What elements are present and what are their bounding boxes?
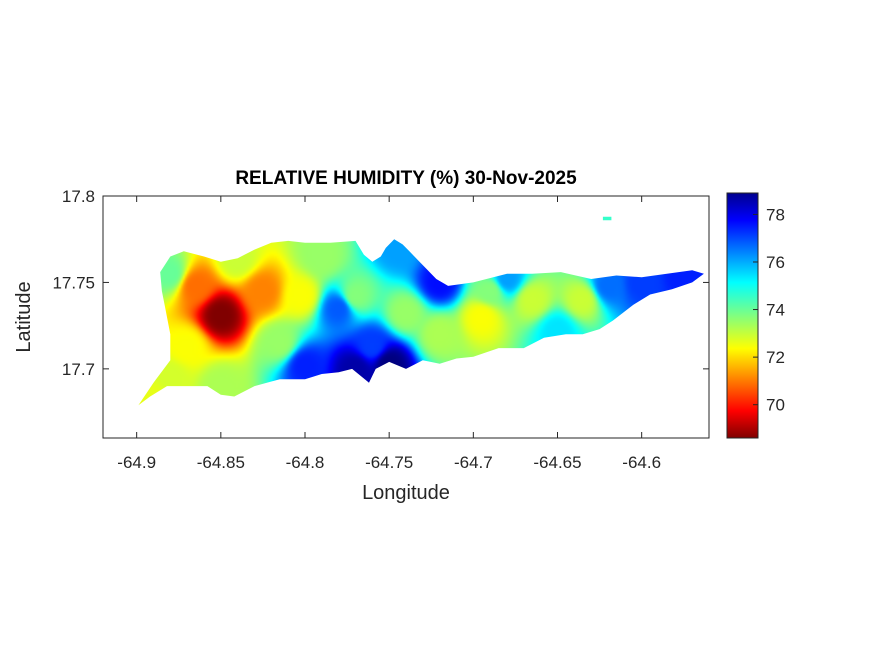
x-axis-ticks: -64.9 -64.85 -64.8 -64.75 -64.7 -64.65 -64.6 [117,196,661,472]
x-axis-label: Longitude [362,482,450,504]
y-axis-label: Latitude [13,281,35,352]
colorbar-tick-label: 76 [766,253,785,272]
colorbar: 70 72 74 76 78 [726,192,785,439]
colorbar-tick-label: 70 [766,396,785,415]
plot-axes: -64.9 -64.85 -64.8 -64.75 -64.7 -64.65 -64.6 1… [52,187,710,472]
x-tick-label: -64.9 [117,453,156,472]
x-tick-label: -64.8 [286,453,325,472]
colorbar-tick-label: 72 [766,348,785,367]
x-tick-label: -64.7 [454,453,493,472]
x-tick-label: -64.6 [622,453,661,472]
y-tick-label: 17.75 [52,273,95,292]
colorbar-frame [726,192,759,439]
y-tick-label: 17.7 [62,360,95,379]
colorbar-ticks: 70 72 74 76 78 [753,205,785,415]
y-tick-label: 17.8 [62,187,95,206]
chart-title: RELATIVE HUMIDITY (%) 30-Nov-2025 [235,168,577,189]
y-axis-ticks: 17.7 17.75 17.8 [52,187,709,379]
x-tick-label: -64.75 [365,453,413,472]
plot-frame [102,195,710,439]
x-tick-label: -64.85 [197,453,245,472]
colorbar-gradient [727,193,758,438]
colorbar-tick-label: 78 [766,205,785,224]
colorbar-tick-label: 74 [766,301,785,320]
x-tick-label: -64.65 [533,453,581,472]
